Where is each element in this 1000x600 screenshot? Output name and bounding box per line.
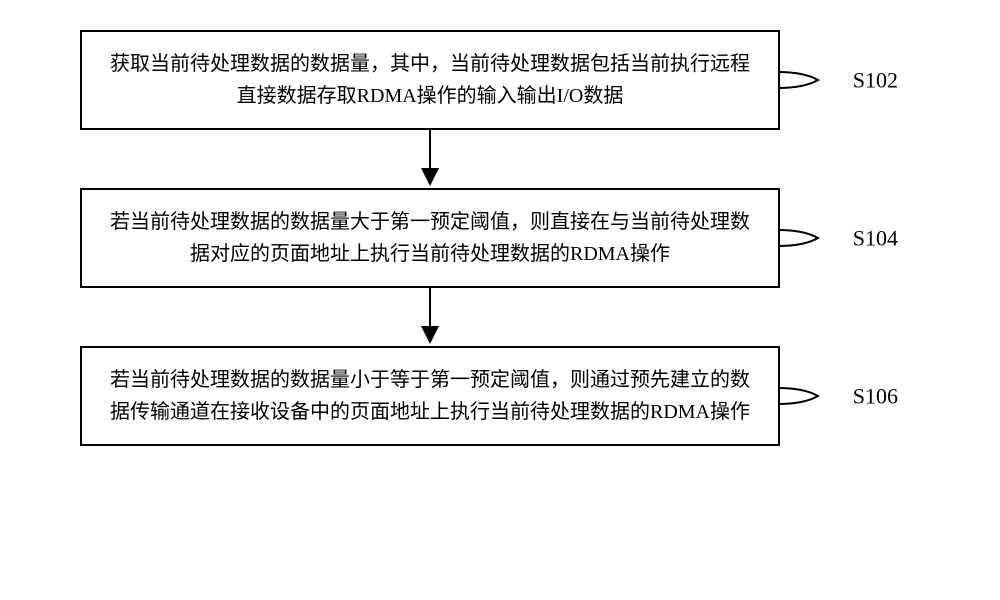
step-text: 获取当前待处理数据的数据量，其中，当前待处理数据包括当前执行远程直接数据存取RD… [110,53,750,107]
connector-curve [778,218,830,258]
flowchart-step: 若当前待处理数据的数据量小于等于第一预定阈值，则通过预先建立的数据传输通道在接收… [80,346,780,446]
step-label: S104 [853,220,898,255]
arrow-head-icon [421,326,439,344]
flowchart-arrow [80,130,780,188]
flowchart-step: 若当前待处理数据的数据量大于第一预定阈值，则直接在与当前待处理数据对应的页面地址… [80,188,780,288]
flowchart-step: 获取当前待处理数据的数据量，其中，当前待处理数据包括当前执行远程直接数据存取RD… [80,30,780,130]
connector-curve [778,376,830,416]
step-label: S102 [853,62,898,97]
connector-curve [778,60,830,100]
flowchart-container: 获取当前待处理数据的数据量，其中，当前待处理数据包括当前执行远程直接数据存取RD… [80,30,920,446]
flowchart-arrow [80,288,780,346]
step-text: 若当前待处理数据的数据量小于等于第一预定阈值，则通过预先建立的数据传输通道在接收… [110,369,750,423]
arrow-head-icon [421,168,439,186]
step-text: 若当前待处理数据的数据量大于第一预定阈值，则直接在与当前待处理数据对应的页面地址… [110,211,750,265]
step-label: S106 [853,378,898,413]
